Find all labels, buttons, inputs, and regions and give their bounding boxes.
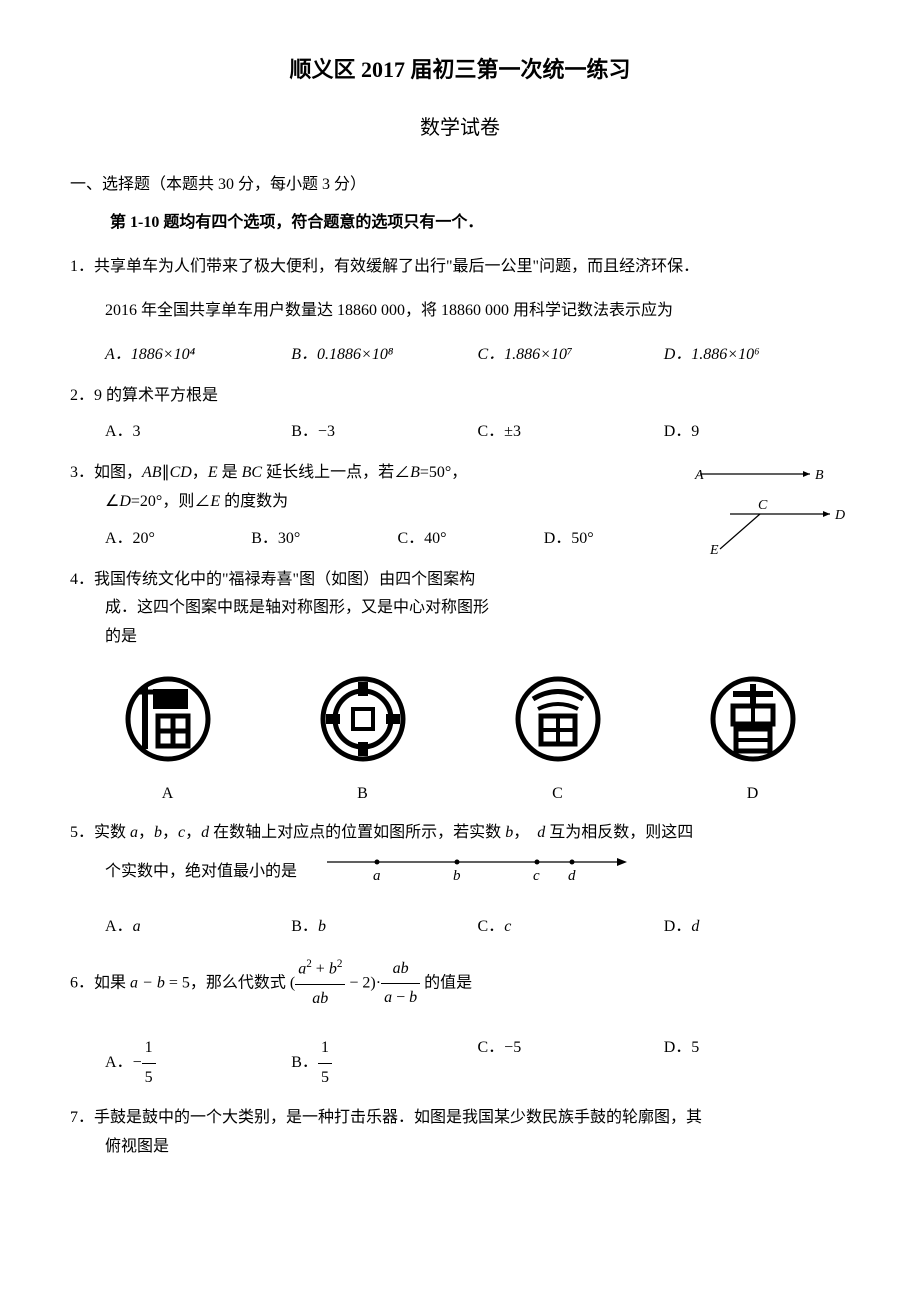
diag-label-d: D — [834, 508, 845, 523]
q4-img-b: B — [318, 674, 408, 809]
q7-line1: 7．手鼓是鼓中的一个大类别，是一种打击乐器．如图是我国某少数民族手鼓的轮廓图，其 — [70, 1104, 850, 1133]
q6-mid: ，那么代数式 — [190, 975, 290, 992]
q5-choice-d: D．d — [664, 913, 850, 942]
q3-choice-b: B．30° — [251, 525, 397, 554]
diag-label-a: A — [694, 468, 704, 483]
section-header: 一、选择题（本题共 30 分，每小题 3 分） — [70, 171, 850, 200]
q2-choice-a: A．3 — [105, 418, 291, 447]
number-line: a b c d — [317, 847, 637, 898]
q3-choice-c: C．40° — [398, 525, 544, 554]
svg-text:c: c — [533, 868, 540, 884]
q4-img-a: A — [123, 674, 213, 809]
question-1: 1．共享单车为人们带来了极大便利，有效缓解了出行"最后一公里"问题，而且经济环保… — [70, 253, 850, 369]
q5-line1: 5．实数 a，b，c，d 在数轴上对应点的位置如图所示，若实数 b， d 互为相… — [70, 819, 850, 848]
q6-choice-a: A．−15 — [105, 1034, 291, 1093]
q2-choice-c: C．±3 — [478, 418, 664, 447]
question-7: 7．手鼓是鼓中的一个大类别，是一种打击乐器．如图是我国某少数民族手鼓的轮廓图，其… — [70, 1104, 850, 1162]
q4-label-b: B — [318, 780, 408, 809]
q1-choice-a: A．1886×10⁴ — [105, 341, 291, 370]
svg-text:a: a — [373, 868, 381, 884]
page-title: 顺义区 2017 届初三第一次统一练习 — [70, 50, 850, 90]
q3-line1: 3．如图，AB∥CD，E 是 BC 延长线上一点，若∠B=50°， — [70, 459, 690, 488]
q5-choice-c: C．c — [478, 913, 664, 942]
q1-choice-c: C．1.886×10⁷ — [478, 341, 664, 370]
q6-prefix: 6．如果 — [70, 975, 130, 992]
question-2: 2．9 的算术平方根是 A．3 B．−3 C．±3 D．9 — [70, 382, 850, 448]
bold-note: 第 1-10 题均有四个选项，符合题意的选项只有一个． — [110, 209, 850, 238]
q3-q4-block: 3．如图，AB∥CD，E 是 BC 延长线上一点，若∠B=50°， ∠D=20°… — [70, 459, 850, 664]
svg-text:b: b — [453, 868, 461, 884]
q2-choice-d: D．9 — [664, 418, 850, 447]
q3-line2: ∠D=20°，则∠E 的度数为 — [105, 488, 690, 517]
q4-label-a: A — [123, 780, 213, 809]
q1-choice-b: B．0.1886×10⁸ — [291, 341, 477, 370]
diag-label-b: B — [815, 468, 824, 483]
q6-choice-d: D．5 — [664, 1034, 850, 1093]
question-5: 5．实数 a，b，c，d 在数轴上对应点的位置如图所示，若实数 b， d 互为相… — [70, 819, 850, 942]
q4-label-d: D — [708, 780, 798, 809]
q4-label-c: C — [513, 780, 603, 809]
q4-img-c: C — [513, 674, 603, 809]
q5-choice-a: A．a — [105, 913, 291, 942]
q4-line2: 成．这四个图案中既是轴对称图形，又是中心对称图形 — [105, 594, 690, 623]
q5-line2: 个实数中，绝对值最小的是 — [105, 858, 297, 887]
q6a-pref: A． — [105, 1054, 133, 1071]
q1-choice-d: D．1.886×10⁶ — [664, 341, 850, 370]
question-3: 3．如图，AB∥CD，E 是 BC 延长线上一点，若∠B=50°， ∠D=20°… — [70, 459, 690, 553]
q4-img-d: D — [708, 674, 798, 809]
diag-label-e: E — [709, 543, 719, 558]
q2-choice-b: B．−3 — [291, 418, 477, 447]
q6-text: 6．如果 a − b = 5，那么代数式 (a2 + b2ab − 2)·aba… — [70, 954, 850, 1014]
q2-text: 2．9 的算术平方根是 — [70, 382, 850, 411]
question-4: 4．我国传统文化中的"福禄寿喜"图（如图）由四个图案构 成．这四个图案中既是轴对… — [70, 566, 690, 652]
q3-choice-d: D．50° — [544, 525, 690, 554]
q6-choice-b: B．15 — [291, 1034, 477, 1093]
q6b-pref: B． — [291, 1054, 318, 1071]
q1-text2: 2016 年全国共享单车用户数量达 18860 000，将 18860 000 … — [105, 297, 850, 326]
q5-choice-b: B．b — [291, 913, 477, 942]
q4-images-row: A B C — [70, 674, 850, 809]
q3-diagram: A B C D E — [690, 459, 850, 570]
q6-choice-c: C．−5 — [478, 1034, 664, 1093]
q3-choice-a: A．20° — [105, 525, 251, 554]
q4-line1: 4．我国传统文化中的"福禄寿喜"图（如图）由四个图案构 — [70, 566, 690, 595]
q1-text1: 1．共享单车为人们带来了极大便利，有效缓解了出行"最后一公里"问题，而且经济环保… — [70, 253, 850, 282]
q7-line2: 俯视图是 — [105, 1133, 850, 1162]
q6-suffix: 的值是 — [420, 975, 472, 992]
svg-text:d: d — [568, 868, 576, 884]
q4-line3: 的是 — [105, 623, 690, 652]
page-subtitle: 数学试卷 — [70, 110, 850, 146]
question-6: 6．如果 a − b = 5，那么代数式 (a2 + b2ab − 2)·aba… — [70, 954, 850, 1093]
diag-label-c: C — [758, 498, 768, 513]
